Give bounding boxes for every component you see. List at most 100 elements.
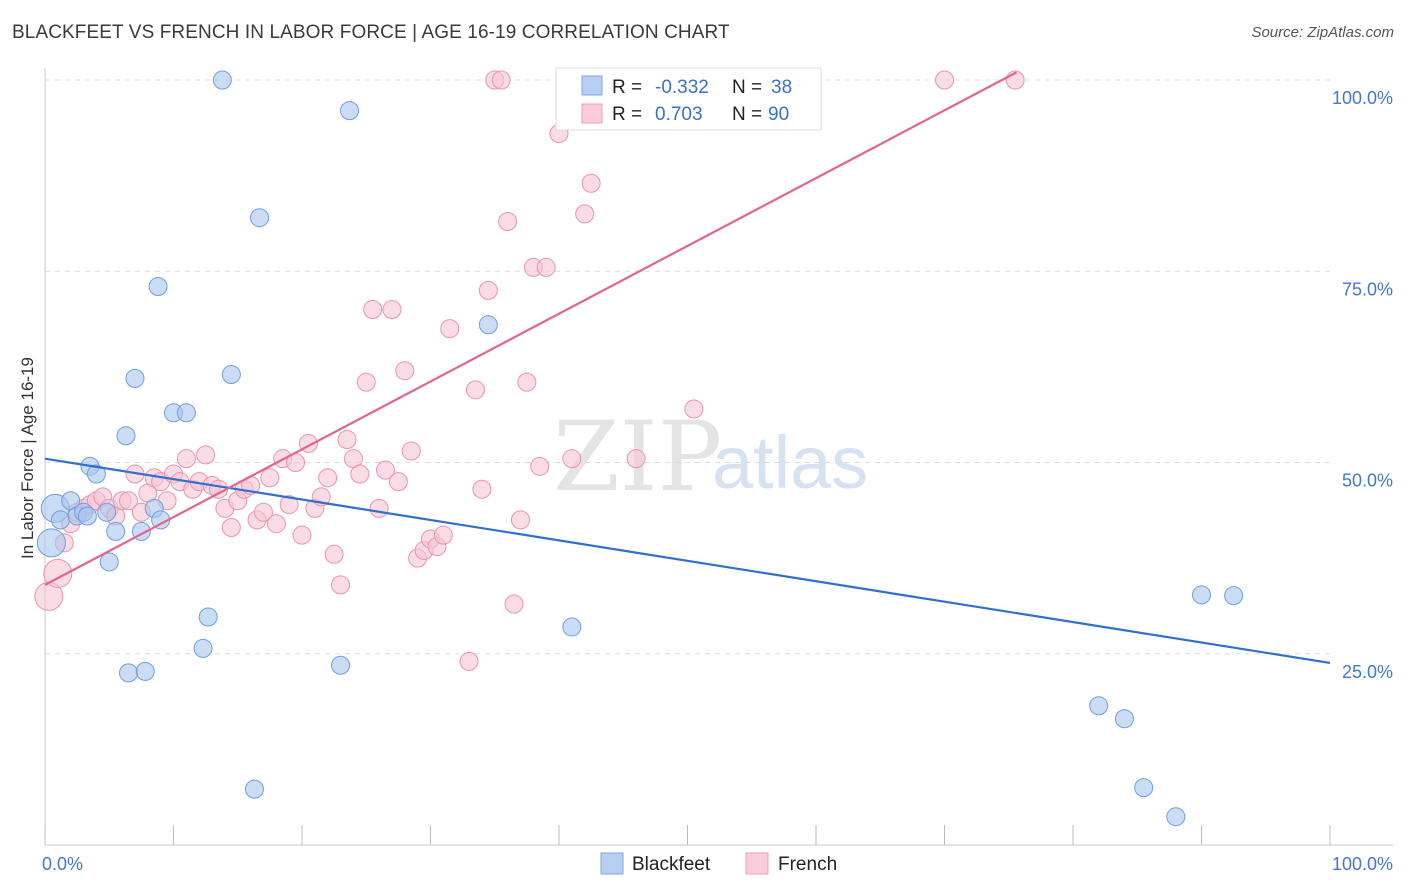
blackfeet-point-10 [99,552,119,572]
blackfeet-point-23 [198,607,218,627]
y-tick-label-3: 100.0% [1332,88,1393,108]
blackfeet-point-27 [250,208,270,228]
axes [44,68,1393,846]
watermark: ZIP atlas [553,401,868,513]
grid-lines [45,79,1330,655]
x-tick-label-max: 100.0% [1332,854,1393,874]
blackfeet-point-32 [1089,696,1109,716]
blackfeet-point-8 [86,464,106,484]
blackfeet-point-35 [1166,807,1186,827]
french-point-70 [504,594,524,614]
french-point-21 [176,449,196,469]
french-point-46 [337,430,357,450]
chart-title: BLACKFEET VS FRENCH IN LABOR FORCE | AGE… [12,22,730,43]
french-point-72 [517,372,537,392]
blackfeet-points [36,70,1244,827]
trend-lines [44,71,1331,665]
french-point-84 [626,449,646,469]
blackfeet-point-16 [135,661,155,681]
french-point-37 [279,495,299,515]
french-point-78 [562,449,582,469]
stats-legend-n-label-blackfeet: N = [732,77,762,98]
blackfeet-point-31 [562,617,582,637]
blackfeet-point-2 [50,510,70,530]
stats-legend-r-blackfeet: -0.332 [655,77,709,98]
french-point-66 [478,280,498,300]
french-point-51 [369,498,389,518]
stats-legend-r-label-french: R = [612,104,642,125]
french-point-35 [266,514,286,534]
french-point-79 [575,204,595,224]
legend-swatch-blackfeet [600,852,624,875]
blackfeet-point-28 [331,655,351,675]
legend-swatch-french [745,852,769,875]
french-point-62 [440,319,460,339]
blackfeet-point-6 [77,506,97,526]
french-point-71 [510,510,530,530]
blackfeet-point-21 [176,403,196,423]
french-point-48 [350,464,370,484]
blackfeet-point-11 [106,521,126,541]
blackfeet-point-18 [148,277,168,297]
blackfeet-trend-line [44,457,1331,665]
series-legend: Blackfeet French [600,852,837,875]
french-point-12 [119,491,139,511]
french-point-75 [536,257,556,277]
stats-legend-swatch-blackfeet [581,75,603,96]
blackfeet-point-13 [119,663,139,683]
french-point-69 [498,212,518,232]
french-point-63 [459,651,479,671]
french-point-49 [356,372,376,392]
blackfeet-point-0 [36,528,66,558]
legend-label-blackfeet: Blackfeet [632,854,711,875]
y-tick-label-2: 75.0% [1342,279,1393,299]
blackfeet-point-36 [1192,585,1211,605]
french-point-68 [491,70,511,90]
stats-legend-swatch-french [581,103,603,124]
french-point-39 [292,525,312,545]
french-point-74 [530,456,550,476]
french-point-54 [388,472,408,492]
french-point-43 [318,468,338,488]
french-point-44 [324,544,344,564]
french-point-52 [376,460,396,480]
french-point-65 [472,479,492,499]
y-tick-label-1: 50.0% [1342,471,1393,491]
blackfeet-point-33 [1114,709,1134,729]
french-point-1 [43,558,73,588]
french-point-88 [935,70,954,90]
blackfeet-point-24 [212,70,232,90]
y-tick-label-0: 25.0% [1342,662,1393,682]
blackfeet-point-9 [97,502,117,522]
blackfeet-point-12 [116,426,136,446]
blackfeet-point-25 [221,365,241,385]
french-point-56 [401,441,421,461]
blackfeet-point-14 [125,368,145,388]
blackfeet-point-26 [244,779,264,799]
stats-legend-n-label-french: N = [732,104,762,125]
french-point-33 [253,502,273,522]
y-tick-labels: 25.0% 50.0% 75.0% 100.0% [1332,88,1393,682]
french-point-24 [196,445,216,465]
blackfeet-point-29 [340,101,360,121]
french-point-64 [465,380,485,400]
french-point-55 [395,361,415,381]
french-point-34 [260,468,280,488]
french-point-53 [382,300,402,319]
stats-legend-n-blackfeet: 38 [771,77,792,98]
stats-legend-r-label-blackfeet: R = [612,77,642,98]
blackfeet-point-30 [478,315,498,335]
blackfeet-point-22 [193,638,213,658]
french-trend-line [44,71,1017,586]
stats-legend: R = -0.332 N = 38 R = 0.703 N = 90 [555,67,822,131]
blackfeet-point-34 [1134,778,1154,798]
french-point-28 [221,518,241,538]
source-label: Source: ZipAtlas.com [1251,24,1394,41]
x-tick-label-min: 0.0% [42,854,83,874]
french-points [34,70,1025,671]
french-point-45 [331,575,351,595]
stats-legend-n-french: 90 [768,104,789,125]
stats-legend-r-french: 0.703 [655,104,703,125]
french-point-50 [363,300,383,319]
